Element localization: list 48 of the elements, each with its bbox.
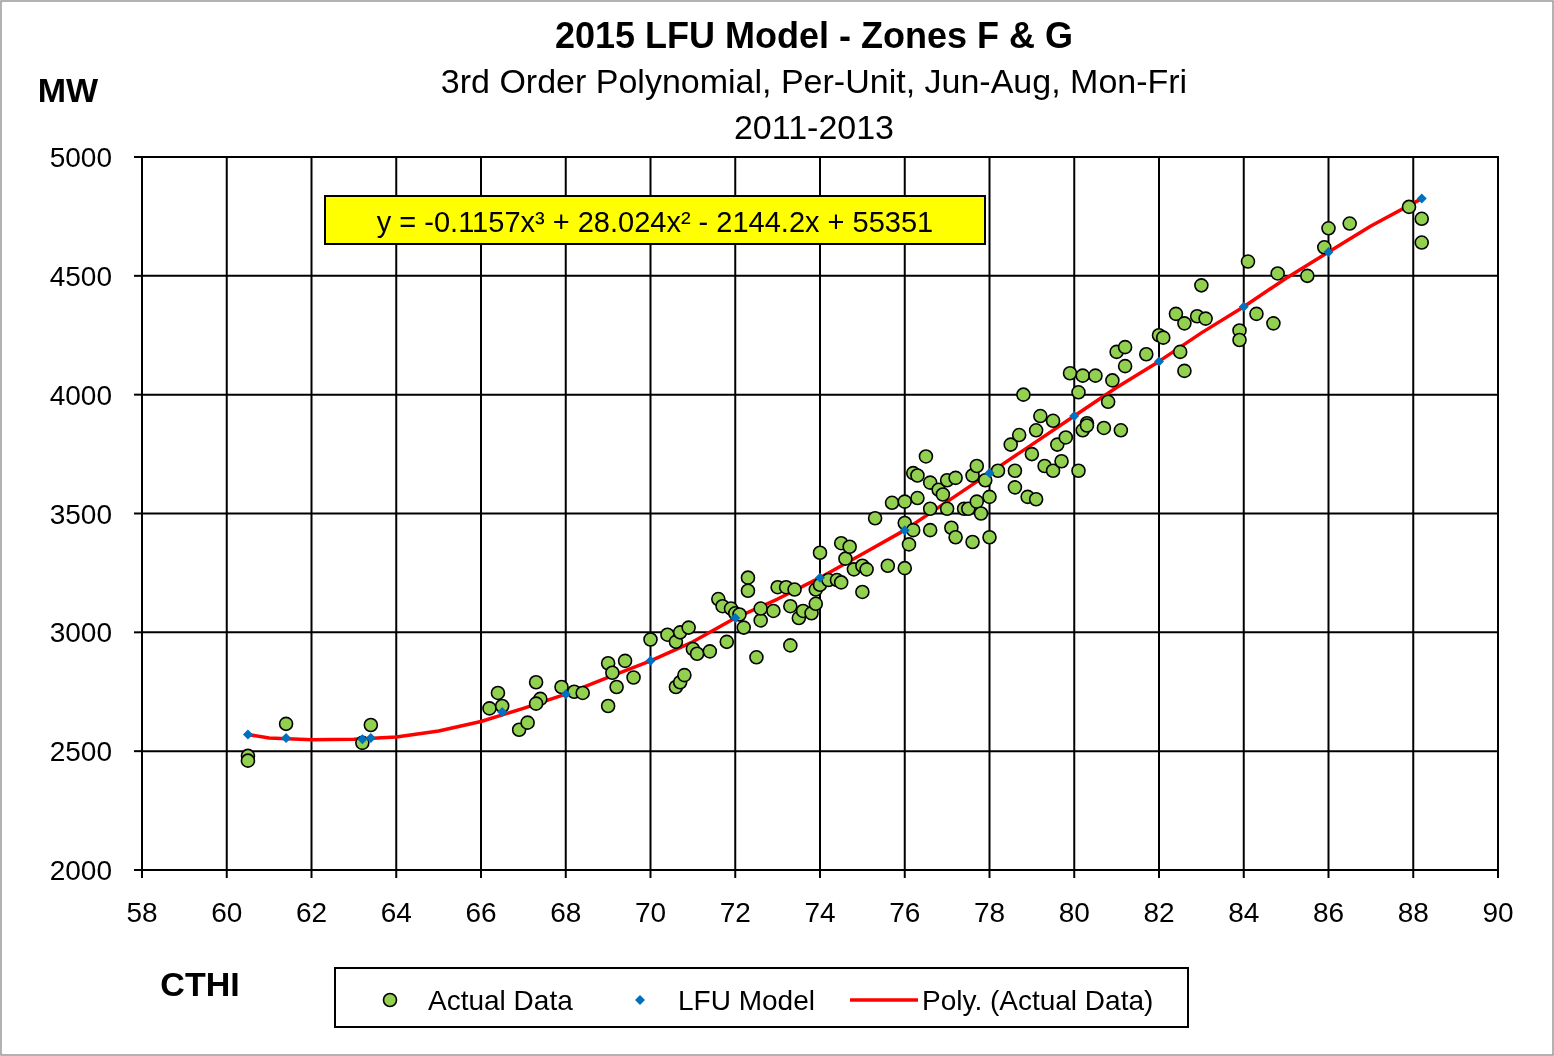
- x-tick-label: 76: [889, 897, 921, 928]
- point: [730, 613, 741, 624]
- y-tick-label: 2000: [49, 855, 112, 886]
- point: [1069, 411, 1080, 422]
- x-tick-label: 70: [634, 897, 667, 928]
- point: [1416, 193, 1427, 204]
- y-axis-title: MW: [37, 71, 100, 109]
- x-tick-label: 80: [1058, 897, 1090, 928]
- x-tick-label: 82: [1143, 897, 1175, 928]
- point: [497, 706, 508, 717]
- x-tick-label: 84: [1228, 897, 1260, 928]
- point: [560, 689, 571, 700]
- y-tick-label: 3500: [49, 498, 112, 530]
- x-tick-label: 72: [719, 897, 751, 928]
- legend-label: Actual Data: [428, 985, 574, 1016]
- point: [645, 655, 656, 666]
- point: [815, 572, 825, 583]
- chart-title: 2015 LFU Model - Zones F & G: [554, 15, 1074, 56]
- y-tick-label: 4000: [49, 379, 112, 411]
- annotation: y = -0.1157x³ + 28.024x² - 2144.2x + 55351: [376, 206, 934, 238]
- x-tick-label: 64: [380, 897, 412, 928]
- x-tick-label: 68: [550, 897, 582, 928]
- x-tick-label: 86: [1312, 897, 1345, 928]
- x-axis-title: CTHI: [160, 965, 240, 1003]
- x-tick-label: 66: [465, 897, 497, 928]
- point: [1323, 247, 1334, 258]
- x-tick-label: 60: [211, 897, 243, 928]
- equation-box: y = -0.1157x³ + 28.024x² - 2144.2x + 55351: [324, 195, 986, 245]
- point: [1238, 301, 1249, 312]
- point: [899, 525, 910, 536]
- y-tick-label: 2500: [49, 736, 112, 768]
- x-tick-label: 78: [973, 897, 1006, 928]
- x-tick-label: 62: [295, 897, 328, 928]
- legend-label: Poly. (Actual Data): [922, 985, 1154, 1016]
- point: [984, 468, 995, 479]
- point: [1154, 356, 1164, 367]
- x-tick-label: 88: [1397, 897, 1429, 928]
- legend-label: LFU Model: [678, 985, 815, 1016]
- point: [365, 733, 376, 744]
- chart-subtitle: 3rd Order Polynomial, Per-Unit, Jun-Aug, Mon-Fri 2011-2013: [440, 62, 1188, 146]
- point: [242, 729, 253, 740]
- point: [281, 733, 292, 744]
- y-tick-label: 4500: [49, 260, 112, 292]
- x-tick-label: 90: [1482, 897, 1514, 928]
- y-tick-label: 5000: [49, 142, 112, 173]
- x-tick-label: 58: [126, 897, 158, 928]
- x-tick-label: 74: [804, 897, 836, 928]
- y-tick-label: 3000: [49, 617, 112, 649]
